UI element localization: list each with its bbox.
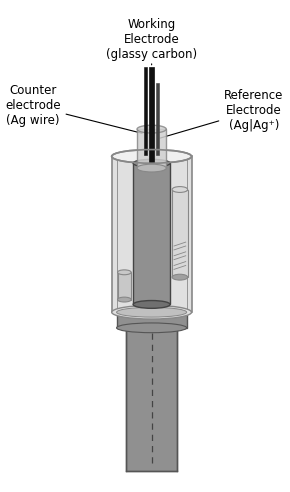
- Bar: [157, 83, 160, 155]
- Ellipse shape: [117, 297, 131, 302]
- Bar: [117, 272, 131, 300]
- Bar: [137, 129, 166, 168]
- Bar: [144, 67, 147, 155]
- Ellipse shape: [117, 270, 131, 275]
- Ellipse shape: [137, 125, 166, 133]
- Ellipse shape: [117, 308, 187, 317]
- Ellipse shape: [133, 301, 170, 308]
- Text: Reference
Electrode
(Ag|Ag⁺): Reference Electrode (Ag|Ag⁺): [160, 89, 284, 138]
- Text: Counter
electrode
(Ag wire): Counter electrode (Ag wire): [5, 84, 142, 133]
- Bar: [133, 163, 170, 305]
- Bar: [149, 67, 154, 163]
- Bar: [126, 325, 177, 471]
- Ellipse shape: [133, 159, 170, 167]
- Bar: [112, 156, 192, 312]
- Ellipse shape: [112, 150, 192, 163]
- Bar: [117, 310, 187, 328]
- Ellipse shape: [112, 306, 192, 319]
- Ellipse shape: [117, 306, 187, 315]
- Ellipse shape: [137, 164, 166, 172]
- Ellipse shape: [117, 323, 187, 333]
- Text: Working
Electrode
(glassy carbon): Working Electrode (glassy carbon): [106, 18, 197, 65]
- Bar: [172, 189, 188, 277]
- Ellipse shape: [172, 274, 188, 280]
- Ellipse shape: [172, 186, 188, 192]
